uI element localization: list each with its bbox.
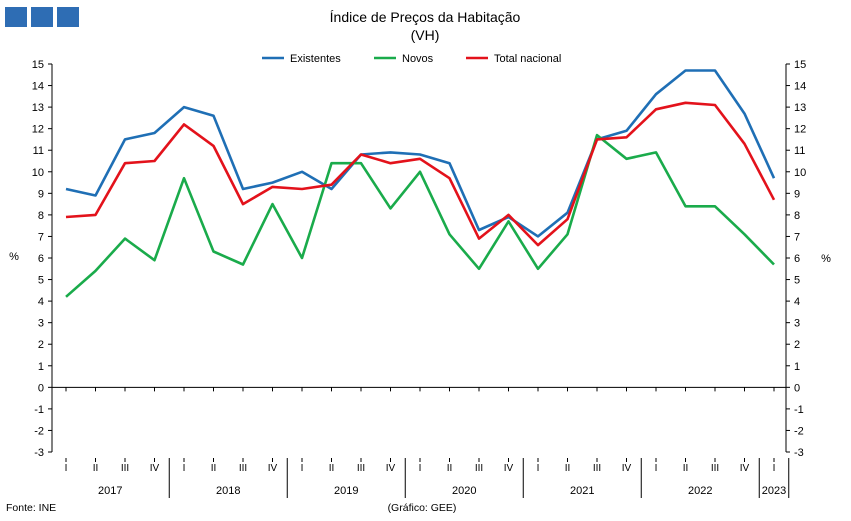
y-tick-label-left: 4 — [38, 296, 44, 308]
series-line-existentes — [65, 69, 776, 238]
chart-subtitle: (VH) — [411, 27, 440, 43]
quarter-label: IV — [622, 463, 632, 474]
y-tick-label-right: 4 — [794, 296, 800, 308]
y-tick-label-right: 6 — [794, 253, 800, 265]
legend-label: Total nacional — [494, 53, 561, 65]
legend: Existentes Novos Total nacional — [262, 53, 561, 65]
y-tick-label-left: 9 — [38, 188, 44, 200]
y-tick-label-left: 11 — [33, 145, 44, 157]
quarter-label: II — [447, 463, 453, 474]
quarter-label: IV — [150, 463, 160, 474]
year-label: 2022 — [688, 485, 712, 497]
y-tick-label-left: -3 — [34, 447, 44, 459]
y-tick-label-right: 15 — [794, 59, 806, 71]
year-label: 2023 — [762, 485, 786, 497]
y-tick-label-right: -2 — [794, 425, 804, 437]
series-lines — [65, 69, 776, 298]
y-tick-label-left: 12 — [32, 124, 44, 136]
quarter-label: III — [593, 463, 601, 474]
y-axis-label-right: % — [821, 253, 831, 265]
chart-title: Índice de Preços da Habitação — [330, 9, 521, 25]
quarter-label: IV — [740, 463, 750, 474]
y-tick-label-right: 9 — [794, 188, 800, 200]
y-tick-label-right: 14 — [794, 81, 806, 93]
y-tick-label-right: 13 — [794, 102, 806, 114]
quarter-label: IV — [504, 463, 514, 474]
series-line-novos — [65, 133, 775, 298]
year-label: 2021 — [570, 485, 594, 497]
quarter-label: I — [419, 463, 422, 474]
y-tick-label-right: 12 — [794, 124, 806, 136]
logo-square — [5, 7, 27, 27]
year-label: 2019 — [334, 485, 358, 497]
quarter-label: IV — [386, 463, 396, 474]
y-tick-label-right: 5 — [794, 275, 800, 287]
y-tick-label-left: 2 — [38, 339, 44, 351]
quarter-label: IV — [268, 463, 278, 474]
quarter-label: III — [475, 463, 483, 474]
series-line-total-nacional — [65, 101, 776, 247]
y-tick-label-right: -1 — [794, 404, 804, 416]
quarter-label: III — [239, 463, 247, 474]
source-note: Fonte: INE — [6, 502, 56, 514]
year-label: 2020 — [452, 485, 476, 497]
x-axis: I II III IV I II III IV I II III IV I II III IV I II III IV… — [65, 387, 790, 498]
quarter-label: I — [183, 463, 186, 474]
quarter-label: I — [655, 463, 658, 474]
legend-label: Existentes — [290, 53, 341, 65]
y-tick-label-left: 1 — [38, 361, 44, 373]
y-tick-label-right: 0 — [794, 382, 800, 394]
y-tick-label-left: 3 — [38, 318, 44, 330]
quarter-label: III — [357, 463, 365, 474]
y-tick-label-right: 8 — [794, 210, 800, 222]
y-tick-label-right: -3 — [794, 447, 804, 459]
y-tick-label-right: 7 — [794, 231, 800, 243]
y-tick-label-left: 10 — [32, 167, 44, 179]
y-tick-label-left: 8 — [38, 210, 44, 222]
quarter-label: I — [65, 463, 68, 474]
quarter-label: III — [121, 463, 129, 474]
y-tick-label-left: 15 — [32, 59, 44, 71]
logo-square — [57, 7, 79, 27]
y-tick-label-left: -2 — [34, 425, 44, 437]
quarter-label: II — [683, 463, 689, 474]
year-label: 2017 — [98, 485, 122, 497]
y-tick-label-left: 7 — [38, 231, 44, 243]
y-tick-label-left: -1 — [34, 404, 44, 416]
year-label: 2018 — [216, 485, 240, 497]
credit-note: (Gráfico: GEE) — [388, 502, 457, 514]
y-tick-label-left: 14 — [32, 81, 44, 93]
legend-label: Novos — [402, 53, 434, 65]
quarter-label: I — [301, 463, 304, 474]
y-tick-label-right: 1 — [794, 361, 800, 373]
quarter-label: II — [93, 463, 99, 474]
quarter-label: II — [329, 463, 335, 474]
logo-square — [31, 7, 53, 27]
quarter-label: II — [565, 463, 571, 474]
y-tick-label-right: 3 — [794, 318, 800, 330]
quarter-label: I — [537, 463, 540, 474]
y-axis-label-left: % — [9, 251, 19, 263]
logo — [5, 7, 79, 27]
y-tick-label-right: 2 — [794, 339, 800, 351]
y-tick-label-left: 0 — [38, 382, 44, 394]
y-tick-label-left: 13 — [32, 102, 44, 114]
quarter-label: I — [773, 463, 776, 474]
quarter-label: III — [711, 463, 719, 474]
y-tick-label-right: 10 — [794, 167, 806, 179]
y-tick-label-left: 5 — [38, 275, 44, 287]
quarter-label: II — [211, 463, 217, 474]
y-tick-label-right: 11 — [794, 145, 805, 157]
y-tick-label-left: 6 — [38, 253, 44, 265]
